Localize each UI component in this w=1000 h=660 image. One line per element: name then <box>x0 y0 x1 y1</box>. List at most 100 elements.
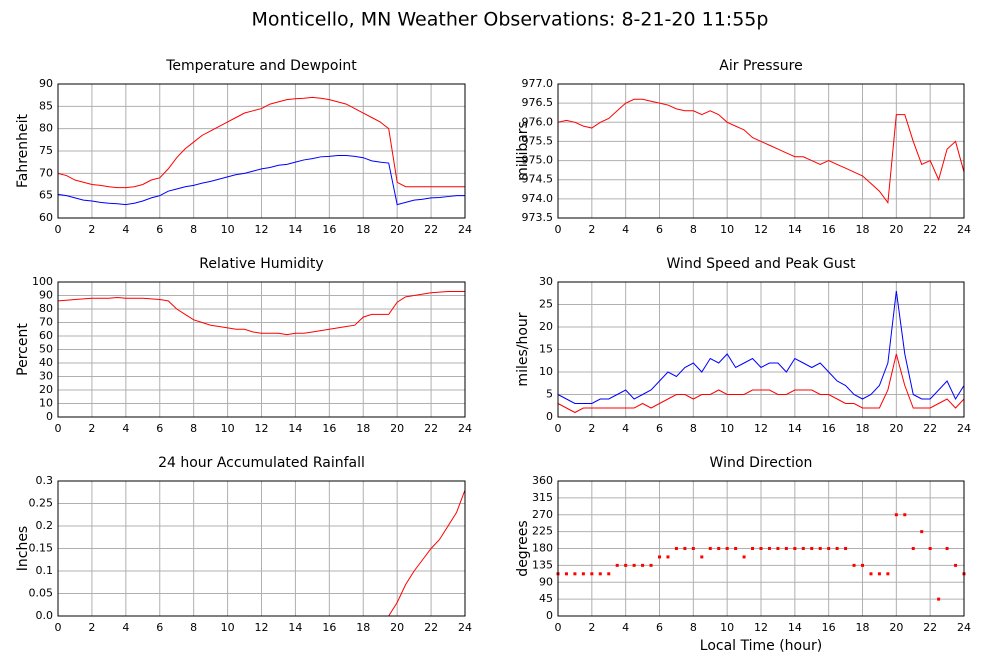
y-axis-label: Fahrenheit <box>15 113 31 188</box>
x-tick-label: 0 <box>555 223 562 236</box>
y-tick-label: 25 <box>539 298 553 311</box>
y-tick-label: 0 <box>546 410 553 423</box>
x-tick-label: 0 <box>55 621 62 634</box>
y-tick-label: 974.5 <box>522 173 554 186</box>
x-tick-label: 6 <box>656 422 663 435</box>
x-tick-label: 24 <box>458 621 472 634</box>
y-tick-label: 0.05 <box>29 587 54 600</box>
x-tick-label: 8 <box>690 422 697 435</box>
x-tick-label: 14 <box>288 422 302 435</box>
x-tick-label: 18 <box>356 422 370 435</box>
x-tick-label: 0 <box>555 621 562 634</box>
y-tick-label: 65 <box>39 189 53 202</box>
x-tick-label: 10 <box>720 422 734 435</box>
y-tick-label: 5 <box>546 388 553 401</box>
series-line <box>557 353 965 414</box>
y-axis-label: miles/hour <box>515 312 531 386</box>
x-tick-label: 14 <box>788 223 802 236</box>
point <box>751 547 755 550</box>
x-tick-label: 0 <box>55 223 62 236</box>
y-axis-label: degrees <box>515 520 531 576</box>
y-axis-label: Percent <box>15 323 31 376</box>
y-tick-label: 30 <box>539 275 553 288</box>
point <box>776 547 780 550</box>
point <box>835 547 839 550</box>
x-tick-label: 22 <box>923 223 937 236</box>
chart-title: Relative Humidity <box>199 256 323 272</box>
point <box>827 547 831 550</box>
chart-title: Temperature and Dewpoint <box>165 58 357 74</box>
y-tick-label: 974.0 <box>522 192 554 205</box>
point <box>869 572 873 576</box>
point <box>911 547 915 550</box>
x-axis-label: Local Time (hour) <box>700 638 822 654</box>
x-tick-label: 2 <box>88 621 95 634</box>
x-tick-label: 6 <box>156 422 163 435</box>
point <box>666 555 670 559</box>
y-tick-label: 10 <box>539 365 553 378</box>
x-tick-label: 16 <box>322 621 336 634</box>
point <box>894 513 898 517</box>
plot-frame <box>57 281 466 418</box>
x-tick-label: 22 <box>424 422 438 435</box>
point <box>937 597 941 601</box>
x-tick-label: 16 <box>822 223 836 236</box>
x-tick-label: 24 <box>458 223 472 236</box>
point <box>818 547 822 550</box>
x-tick-label: 24 <box>957 223 971 236</box>
y-tick-label: 0 <box>546 609 553 622</box>
y-tick-label: 45 <box>539 592 553 605</box>
point <box>793 547 797 550</box>
point <box>954 563 958 567</box>
x-tick-label: 14 <box>788 621 802 634</box>
y-tick-label: 315 <box>532 491 553 504</box>
point <box>784 547 788 550</box>
y-tick-label: 976.5 <box>522 96 554 109</box>
y-tick-label: 90 <box>39 77 53 90</box>
point <box>564 572 568 576</box>
x-tick-label: 20 <box>889 621 903 634</box>
x-tick-label: 18 <box>856 422 870 435</box>
y-axis-label: Inches <box>15 526 31 571</box>
point <box>573 572 577 576</box>
y-tick-label: 0.15 <box>29 542 54 555</box>
x-tick-label: 8 <box>190 223 197 236</box>
x-tick-label: 16 <box>322 422 336 435</box>
x-tick-label: 20 <box>889 223 903 236</box>
y-tick-label: 0.1 <box>36 564 54 577</box>
plot-frame <box>57 480 466 617</box>
x-tick-label: 8 <box>690 223 697 236</box>
plot-frame <box>557 281 965 418</box>
x-tick-label: 12 <box>754 223 768 236</box>
x-tick-label: 4 <box>622 223 629 236</box>
x-tick-label: 22 <box>923 422 937 435</box>
y-tick-label: 225 <box>532 525 553 538</box>
x-tick-label: 16 <box>822 422 836 435</box>
x-tick-label: 12 <box>255 621 269 634</box>
x-tick-label: 14 <box>788 422 802 435</box>
x-tick-label: 22 <box>424 621 438 634</box>
point <box>607 572 611 576</box>
series-line <box>557 290 965 404</box>
point <box>725 547 729 550</box>
y-tick-label: 15 <box>539 343 553 356</box>
point <box>590 572 594 576</box>
point <box>801 547 805 550</box>
x-tick-label: 12 <box>255 223 269 236</box>
series-line <box>57 290 465 336</box>
point <box>844 547 848 550</box>
y-tick-label: 70 <box>39 166 53 179</box>
x-tick-label: 6 <box>656 621 663 634</box>
point <box>683 547 687 550</box>
x-tick-label: 8 <box>690 621 697 634</box>
y-axis-label: millibars <box>515 121 531 181</box>
x-tick-label: 18 <box>856 223 870 236</box>
y-tick-label: 50 <box>39 343 53 356</box>
x-tick-label: 20 <box>390 621 404 634</box>
x-tick-label: 8 <box>190 422 197 435</box>
x-tick-label: 6 <box>156 621 163 634</box>
point <box>615 563 619 567</box>
y-tick-label: 976.0 <box>522 115 554 128</box>
